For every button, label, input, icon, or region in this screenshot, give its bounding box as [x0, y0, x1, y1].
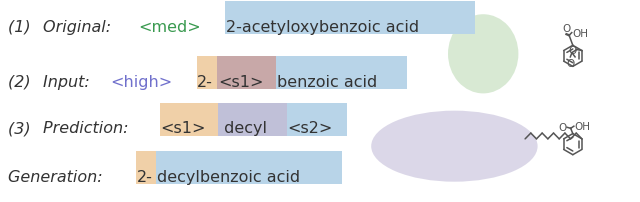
FancyBboxPatch shape: [160, 103, 220, 136]
Text: (3): (3): [8, 121, 35, 136]
Text: 2-acetyloxybenzoic acid: 2-acetyloxybenzoic acid: [225, 20, 419, 35]
Text: OH: OH: [574, 122, 590, 132]
Text: (2): (2): [8, 74, 35, 89]
FancyBboxPatch shape: [136, 152, 157, 184]
Text: (1): (1): [8, 20, 35, 35]
Text: Generation:: Generation:: [8, 169, 108, 184]
Text: decylbenzoic acid: decylbenzoic acid: [157, 169, 300, 184]
FancyBboxPatch shape: [156, 152, 342, 184]
Text: <high>: <high>: [111, 74, 173, 89]
FancyBboxPatch shape: [276, 57, 406, 89]
Text: <med>: <med>: [138, 20, 201, 35]
Text: <s2>: <s2>: [288, 121, 333, 136]
FancyBboxPatch shape: [287, 103, 347, 136]
Text: OH: OH: [573, 28, 589, 38]
FancyBboxPatch shape: [196, 57, 218, 89]
Text: 2-: 2-: [197, 74, 213, 89]
FancyBboxPatch shape: [218, 103, 288, 136]
Text: <s1>: <s1>: [161, 121, 206, 136]
Text: Input:: Input:: [44, 74, 95, 89]
Text: benzoic acid: benzoic acid: [276, 74, 377, 89]
FancyBboxPatch shape: [217, 57, 277, 89]
Text: Prediction:: Prediction:: [44, 121, 134, 136]
Ellipse shape: [448, 15, 518, 94]
Text: decyl: decyl: [219, 121, 272, 136]
FancyBboxPatch shape: [225, 2, 476, 35]
Text: O: O: [566, 59, 575, 69]
Text: <s1>: <s1>: [218, 74, 263, 89]
Text: O: O: [558, 123, 566, 133]
Text: Original:: Original:: [44, 20, 116, 35]
Ellipse shape: [371, 111, 538, 182]
Text: 2-: 2-: [136, 169, 152, 184]
Text: O: O: [568, 45, 576, 55]
Text: O: O: [563, 23, 571, 34]
